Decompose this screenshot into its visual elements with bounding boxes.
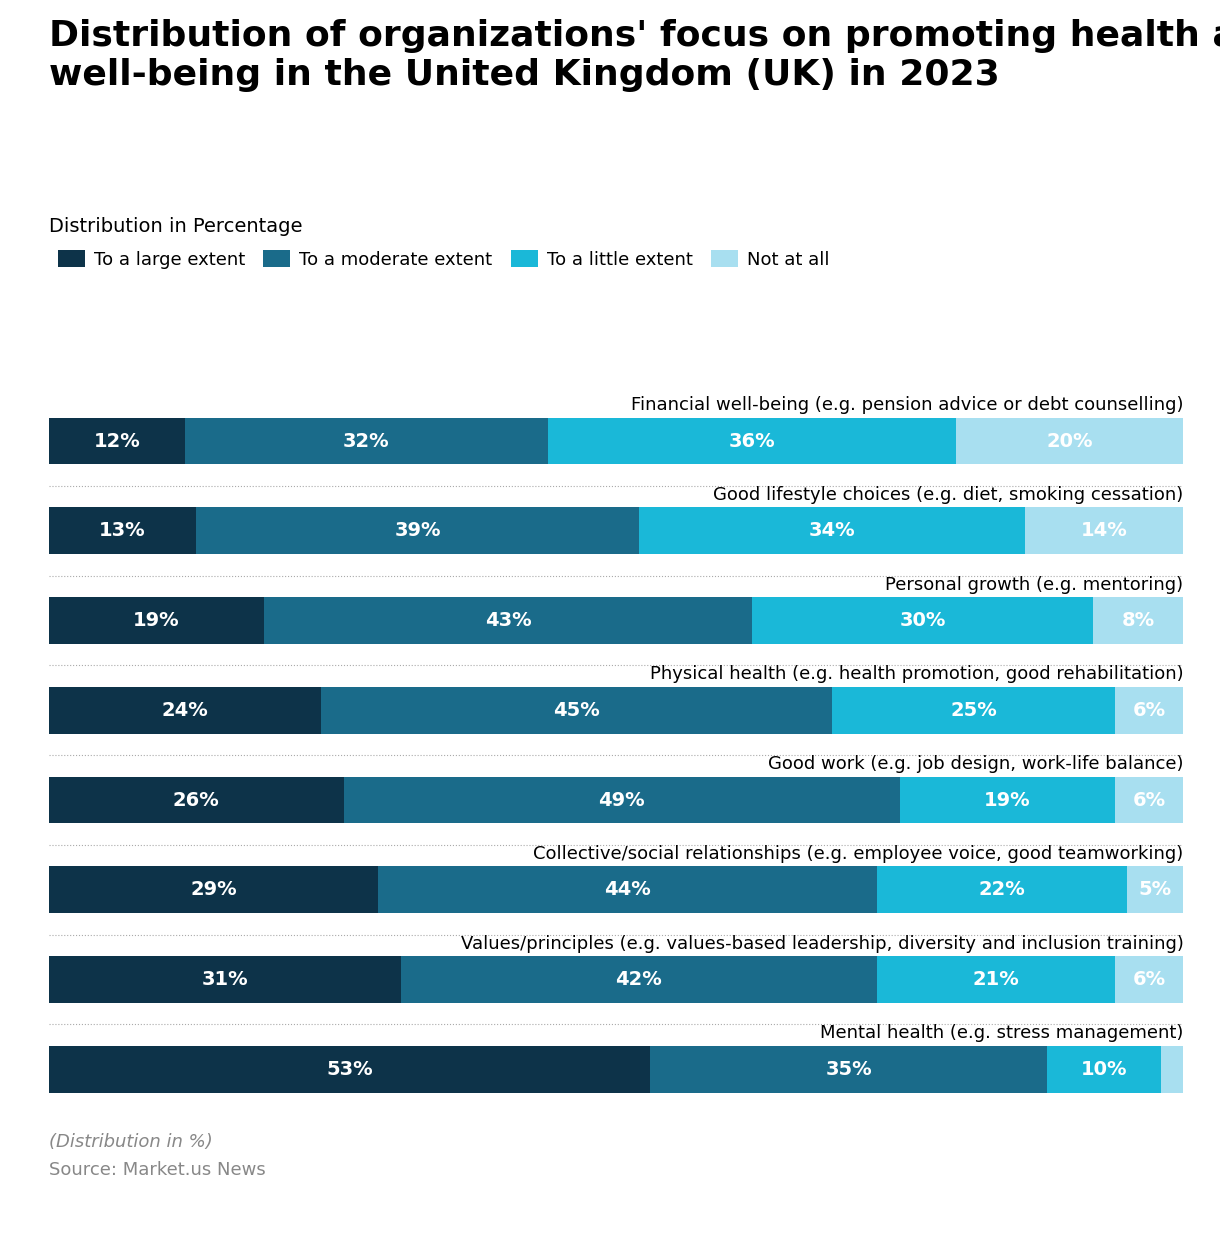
Text: 12%: 12% — [94, 432, 140, 451]
Text: 6%: 6% — [1133, 701, 1166, 719]
Bar — [1115, 956, 1183, 1003]
Text: 32%: 32% — [343, 432, 390, 451]
Bar — [378, 867, 877, 914]
Text: 13%: 13% — [99, 521, 146, 540]
Text: 34%: 34% — [809, 521, 855, 540]
Bar — [639, 508, 1025, 555]
Bar — [49, 597, 265, 644]
Text: Distribution of organizations' focus on promoting health and
well-being in the U: Distribution of organizations' focus on … — [49, 19, 1220, 92]
Bar — [650, 1046, 1047, 1093]
Text: Good lifestyle choices (e.g. diet, smoking cessation): Good lifestyle choices (e.g. diet, smoki… — [714, 485, 1183, 504]
Text: 20%: 20% — [1047, 432, 1093, 451]
Text: 21%: 21% — [972, 971, 1020, 989]
Bar — [956, 417, 1183, 464]
Bar — [1127, 867, 1183, 914]
Bar — [877, 956, 1115, 1003]
Bar — [400, 956, 877, 1003]
Text: 26%: 26% — [173, 791, 220, 810]
Bar — [49, 867, 378, 914]
Text: 29%: 29% — [190, 880, 237, 899]
Bar — [1160, 1046, 1183, 1093]
Text: (Distribution in %): (Distribution in %) — [49, 1133, 212, 1151]
Text: 44%: 44% — [604, 880, 650, 899]
Bar — [196, 508, 639, 555]
Text: 49%: 49% — [599, 791, 645, 810]
Text: 24%: 24% — [161, 701, 209, 719]
Text: 43%: 43% — [486, 612, 532, 630]
Text: 19%: 19% — [133, 612, 179, 630]
Text: Personal growth (e.g. mentoring): Personal growth (e.g. mentoring) — [886, 576, 1183, 594]
Text: Distribution in Percentage: Distribution in Percentage — [49, 217, 303, 235]
Bar — [49, 417, 185, 464]
Bar — [900, 776, 1115, 823]
Text: 10%: 10% — [1081, 1060, 1127, 1078]
Bar — [49, 508, 196, 555]
Text: 8%: 8% — [1121, 612, 1154, 630]
Text: 22%: 22% — [978, 880, 1025, 899]
Text: 31%: 31% — [201, 971, 248, 989]
Text: 53%: 53% — [326, 1060, 373, 1078]
Bar — [753, 597, 1093, 644]
Text: Values/principles (e.g. values-based leadership, diversity and inclusion trainin: Values/principles (e.g. values-based lea… — [460, 935, 1183, 953]
Text: Collective/social relationships (e.g. employee voice, good teamworking): Collective/social relationships (e.g. em… — [533, 844, 1183, 863]
Text: Physical health (e.g. health promotion, good rehabilitation): Physical health (e.g. health promotion, … — [650, 665, 1183, 683]
Bar — [321, 687, 832, 734]
Text: Financial well-being (e.g. pension advice or debt counselling): Financial well-being (e.g. pension advic… — [631, 396, 1183, 413]
Bar — [1093, 597, 1183, 644]
Bar — [1047, 1046, 1160, 1093]
Text: Source: Market.us News: Source: Market.us News — [49, 1161, 266, 1180]
Text: 6%: 6% — [1133, 971, 1166, 989]
Text: 5%: 5% — [1138, 880, 1171, 899]
Text: 25%: 25% — [950, 701, 997, 719]
Text: 6%: 6% — [1133, 791, 1166, 810]
Bar — [49, 1046, 650, 1093]
Legend: To a large extent, To a moderate extent, To a little extent, Not at all: To a large extent, To a moderate extent,… — [57, 250, 830, 269]
Text: 35%: 35% — [826, 1060, 872, 1078]
Bar — [877, 867, 1127, 914]
Bar — [49, 956, 400, 1003]
Text: 42%: 42% — [615, 971, 662, 989]
Text: 14%: 14% — [1081, 521, 1127, 540]
Bar — [832, 687, 1115, 734]
Text: 19%: 19% — [985, 791, 1031, 810]
Bar — [548, 417, 956, 464]
Bar — [1115, 776, 1183, 823]
Text: Good work (e.g. job design, work-life balance): Good work (e.g. job design, work-life ba… — [767, 755, 1183, 773]
Text: 30%: 30% — [899, 612, 946, 630]
Bar — [265, 597, 753, 644]
Bar — [185, 417, 548, 464]
Text: 45%: 45% — [553, 701, 600, 719]
Text: 39%: 39% — [394, 521, 440, 540]
Text: 36%: 36% — [728, 432, 776, 451]
Text: Mental health (e.g. stress management): Mental health (e.g. stress management) — [820, 1024, 1183, 1042]
Bar — [1115, 687, 1183, 734]
Bar — [344, 776, 900, 823]
Bar — [49, 776, 344, 823]
Bar — [1025, 508, 1183, 555]
Bar — [49, 687, 321, 734]
